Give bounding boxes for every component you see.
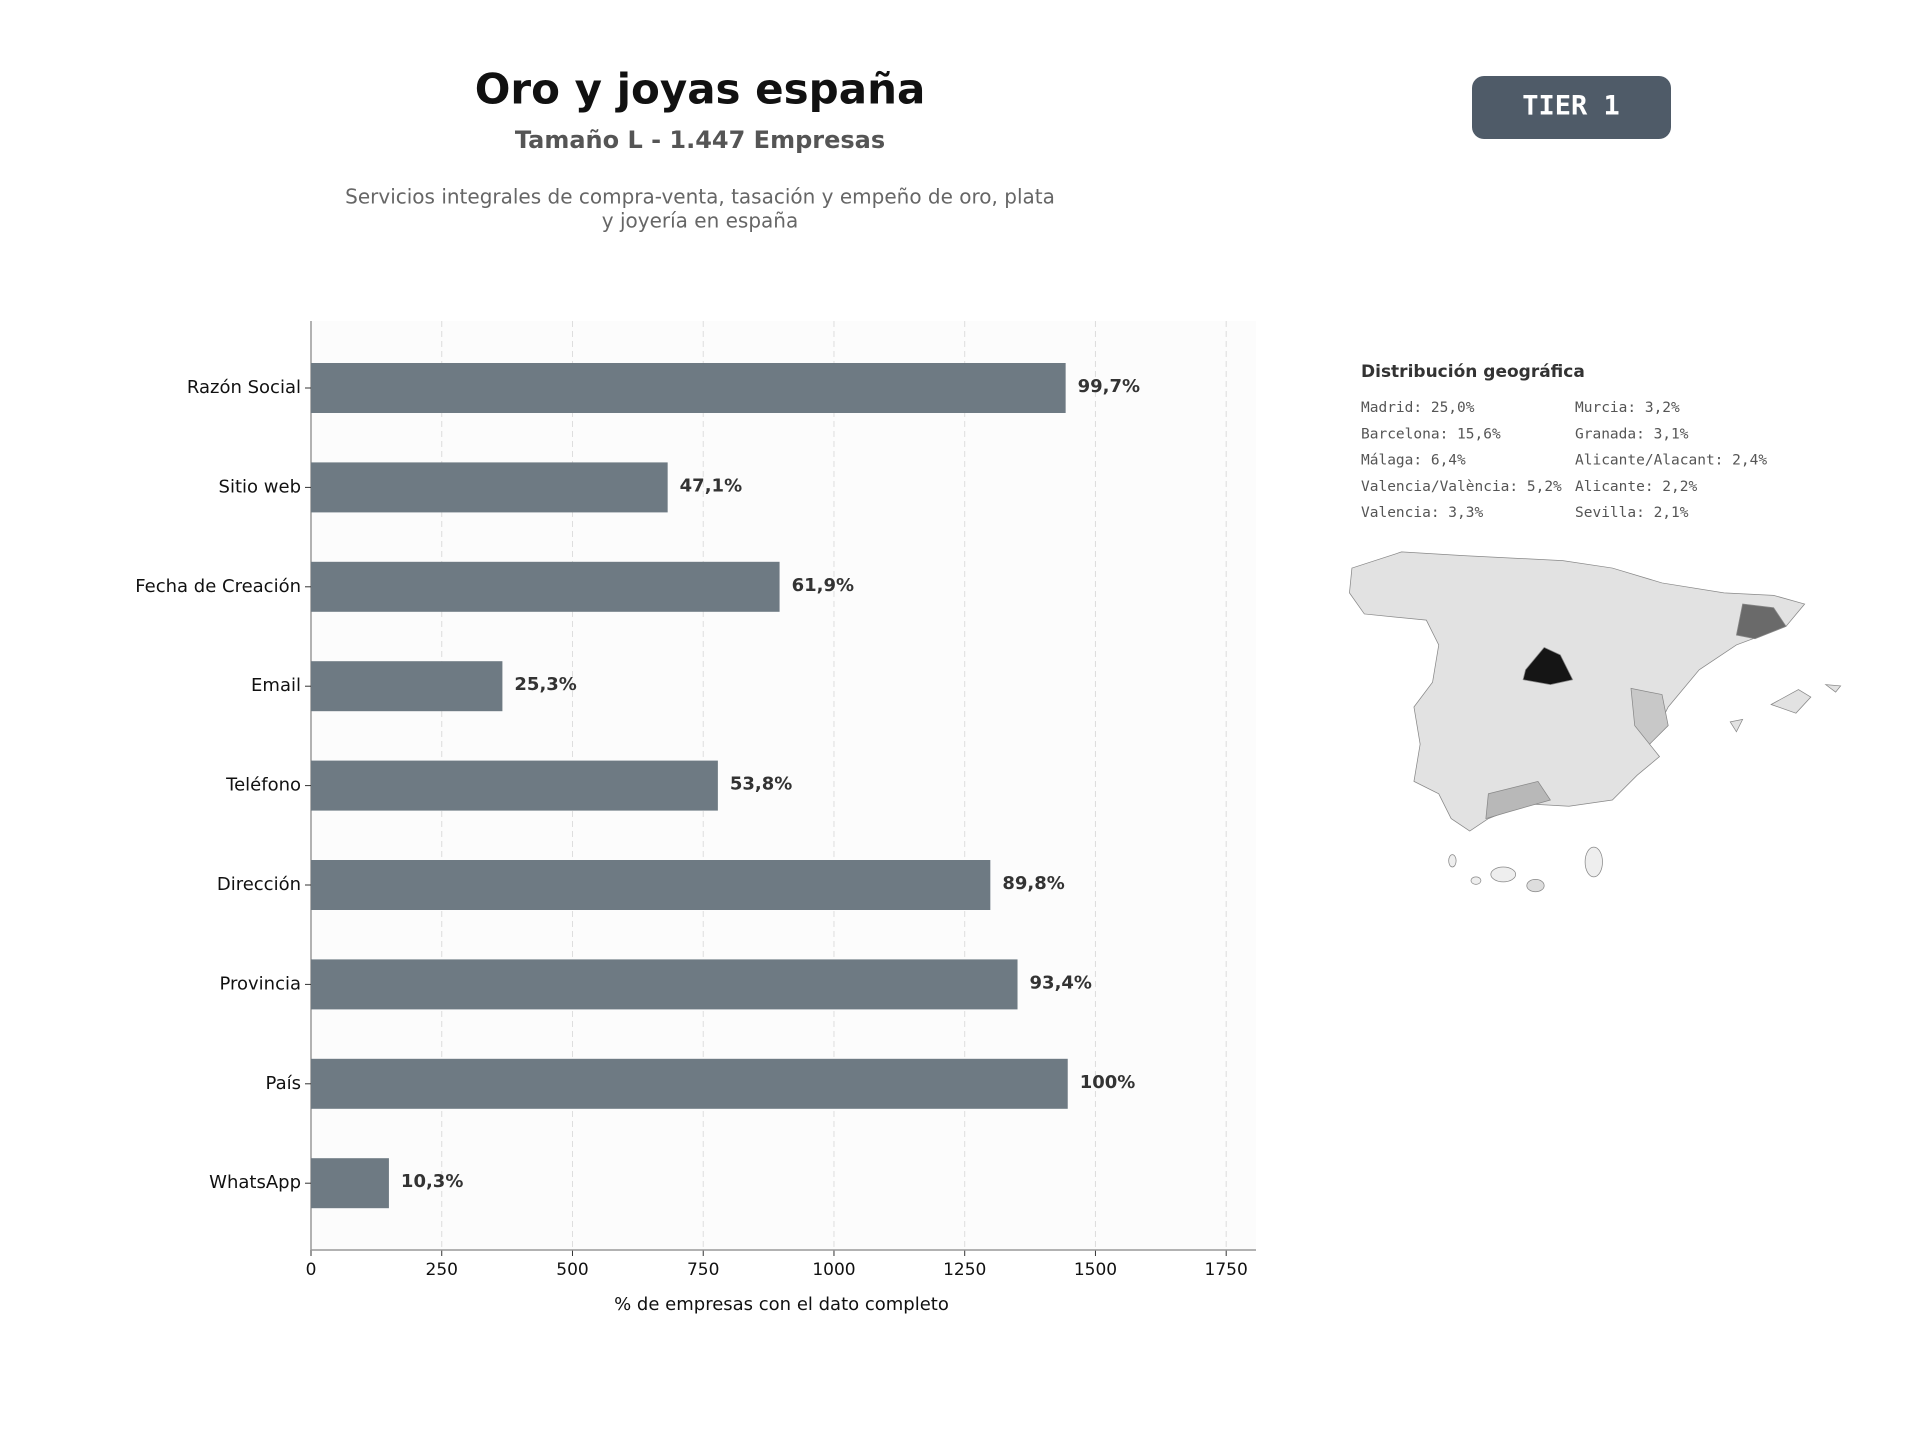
- geo-item: Alicante: 2,2%: [1575, 479, 1697, 495]
- x-tick-label: 1500: [1074, 1260, 1117, 1280]
- value-label: 25,3%: [514, 674, 576, 695]
- y-tick-label: Teléfono: [225, 775, 301, 796]
- geo-item: Valencia: 3,3%: [1361, 505, 1483, 521]
- y-tick-label: Provincia: [219, 973, 301, 994]
- chart-subtitle: Tamaño L - 1.447 Empresas: [515, 126, 885, 154]
- badge-text: TIER 1: [1522, 91, 1620, 122]
- value-label: 61,9%: [792, 575, 854, 596]
- geo-item: Alicante/Alacant: 2,4%: [1575, 453, 1767, 469]
- badge: [1472, 76, 1671, 139]
- island: [1470, 876, 1482, 885]
- bar: [311, 1158, 389, 1209]
- bar: [311, 661, 503, 712]
- geo-item: Valencia/València: 5,2%: [1361, 479, 1562, 495]
- island: [1448, 854, 1457, 868]
- x-tick-label: 500: [556, 1260, 588, 1280]
- value-label: 93,4%: [1030, 972, 1092, 993]
- x-tick-label: 0: [306, 1260, 317, 1280]
- y-tick-label: Email: [251, 675, 301, 696]
- x-tick-label: 750: [687, 1260, 719, 1280]
- x-tick-label: 250: [426, 1260, 458, 1280]
- y-tick-label: Dirección: [217, 874, 301, 895]
- description: y joyería en españa: [602, 209, 798, 233]
- y-tick-label: Sitio web: [219, 476, 301, 497]
- value-label: 89,8%: [1002, 873, 1064, 894]
- x-axis-label: % de empresas con el dato completo: [614, 1294, 949, 1315]
- y-tick-label: Fecha de Creación: [135, 576, 301, 597]
- description: Servicios integrales de compra-venta, ta…: [345, 185, 1055, 209]
- value-label: 47,1%: [680, 475, 742, 496]
- region: [1630, 687, 1669, 745]
- y-tick-label: WhatsApp: [209, 1172, 301, 1193]
- x-tick-label: 1000: [812, 1260, 855, 1280]
- y-tick-label: País: [266, 1073, 301, 1094]
- bar: [311, 760, 718, 811]
- geo-item: Madrid: 25,0%: [1361, 400, 1475, 416]
- value-label: 100%: [1080, 1072, 1136, 1093]
- y-tick-label: Razón Social: [187, 377, 301, 398]
- bar: [311, 363, 1066, 413]
- geo-item: Barcelona: 15,6%: [1361, 426, 1501, 442]
- island: [1526, 879, 1545, 893]
- geo-item: Murcia: 3,2%: [1575, 400, 1680, 416]
- bar: [311, 462, 668, 513]
- bar: [311, 860, 991, 910]
- map: [1349, 551, 1842, 893]
- x-tick-label: 1250: [943, 1260, 986, 1280]
- islands: [1729, 684, 1842, 733]
- value-label: 10,3%: [401, 1171, 463, 1192]
- geo-title: Distribución geográfica: [1361, 362, 1585, 382]
- bar: [311, 561, 780, 612]
- geo-item: Málaga: 6,4%: [1361, 453, 1466, 469]
- region: [1735, 603, 1787, 640]
- island: [1584, 846, 1603, 878]
- chart-title: Oro y joyas españa: [475, 65, 926, 114]
- geo-item: Granada: 3,1%: [1575, 426, 1689, 442]
- geo-item: Sevilla: 2,1%: [1575, 505, 1689, 521]
- value-label: 99,7%: [1078, 376, 1140, 397]
- region: [1485, 780, 1551, 820]
- bar: [311, 959, 1018, 1010]
- mainland: [1349, 551, 1806, 832]
- island: [1490, 866, 1517, 883]
- value-label: 53,8%: [730, 774, 792, 795]
- bar: [311, 1058, 1068, 1109]
- x-tick-label: 1750: [1205, 1260, 1248, 1280]
- region: [1522, 646, 1574, 686]
